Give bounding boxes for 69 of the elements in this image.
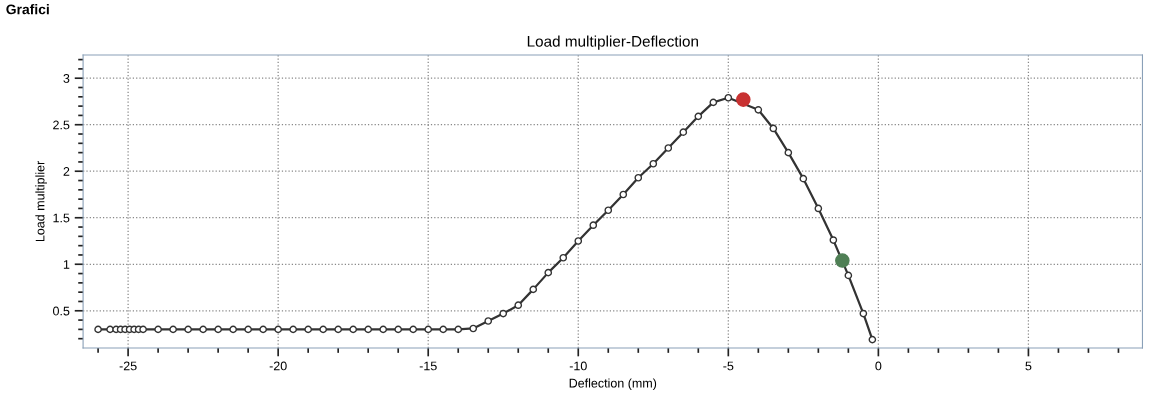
point: [694, 112, 703, 121]
point: [736, 92, 751, 107]
point: [364, 325, 373, 334]
point: [259, 325, 267, 334]
x-tick-label: -10: [569, 361, 587, 371]
point: [349, 325, 358, 334]
point: [574, 237, 583, 245]
point: [394, 325, 403, 334]
point: [559, 253, 568, 262]
y-tick-label: 2: [63, 167, 70, 176]
point: [274, 325, 282, 334]
point: [859, 309, 868, 318]
point: [835, 253, 850, 268]
point: [214, 325, 222, 334]
y-tick-label: 1: [63, 260, 70, 269]
point: [529, 285, 538, 294]
point: [139, 325, 147, 334]
point: [799, 174, 808, 183]
x-tick-label: -20: [269, 361, 287, 371]
point: [154, 325, 162, 334]
point: [544, 268, 553, 277]
point: [484, 317, 493, 325]
x-tick-label: -25: [119, 361, 137, 371]
x-tick-label: -15: [419, 361, 437, 371]
point: [289, 325, 297, 334]
point: [199, 325, 207, 334]
y-tick-label: 1.5: [53, 213, 70, 223]
point: [679, 128, 688, 136]
point: [244, 325, 252, 334]
point: [319, 325, 327, 334]
point: [229, 325, 237, 334]
point: [454, 325, 463, 334]
point: [844, 271, 853, 280]
x-tick-label: -5: [723, 361, 734, 371]
point: [589, 221, 598, 230]
x-tick-label: 0: [875, 361, 882, 371]
point: [469, 324, 478, 333]
point: [868, 335, 877, 344]
chart-title: Load multiplier-Deflection: [527, 35, 698, 50]
x-axis-title: Deflection (mm): [569, 378, 657, 391]
point: [634, 173, 643, 182]
point: [379, 325, 388, 334]
y-tick-label: 3: [63, 74, 70, 83]
point: [94, 325, 102, 334]
point: [649, 159, 658, 168]
point: [604, 206, 613, 215]
point: [784, 148, 793, 157]
point: [754, 106, 763, 114]
y-axis-title: Load multiplier: [35, 161, 47, 242]
point: [514, 301, 523, 310]
point: [439, 325, 448, 334]
point: [724, 93, 733, 102]
point: [184, 325, 192, 334]
y-tick-label: 2.5: [53, 120, 70, 130]
y-tick-label: 0.5: [53, 306, 70, 316]
text: Grafici: [6, 4, 49, 15]
point: [664, 144, 673, 152]
point: [304, 325, 312, 334]
x-tick-label: 5: [1025, 361, 1032, 371]
point: [814, 204, 823, 213]
point: [169, 325, 177, 334]
point: [619, 190, 628, 199]
point: [829, 236, 838, 244]
point: [499, 309, 508, 318]
point: [334, 325, 342, 334]
point: [424, 325, 433, 334]
point: [769, 124, 778, 133]
point: [409, 325, 418, 334]
point: [709, 98, 718, 107]
